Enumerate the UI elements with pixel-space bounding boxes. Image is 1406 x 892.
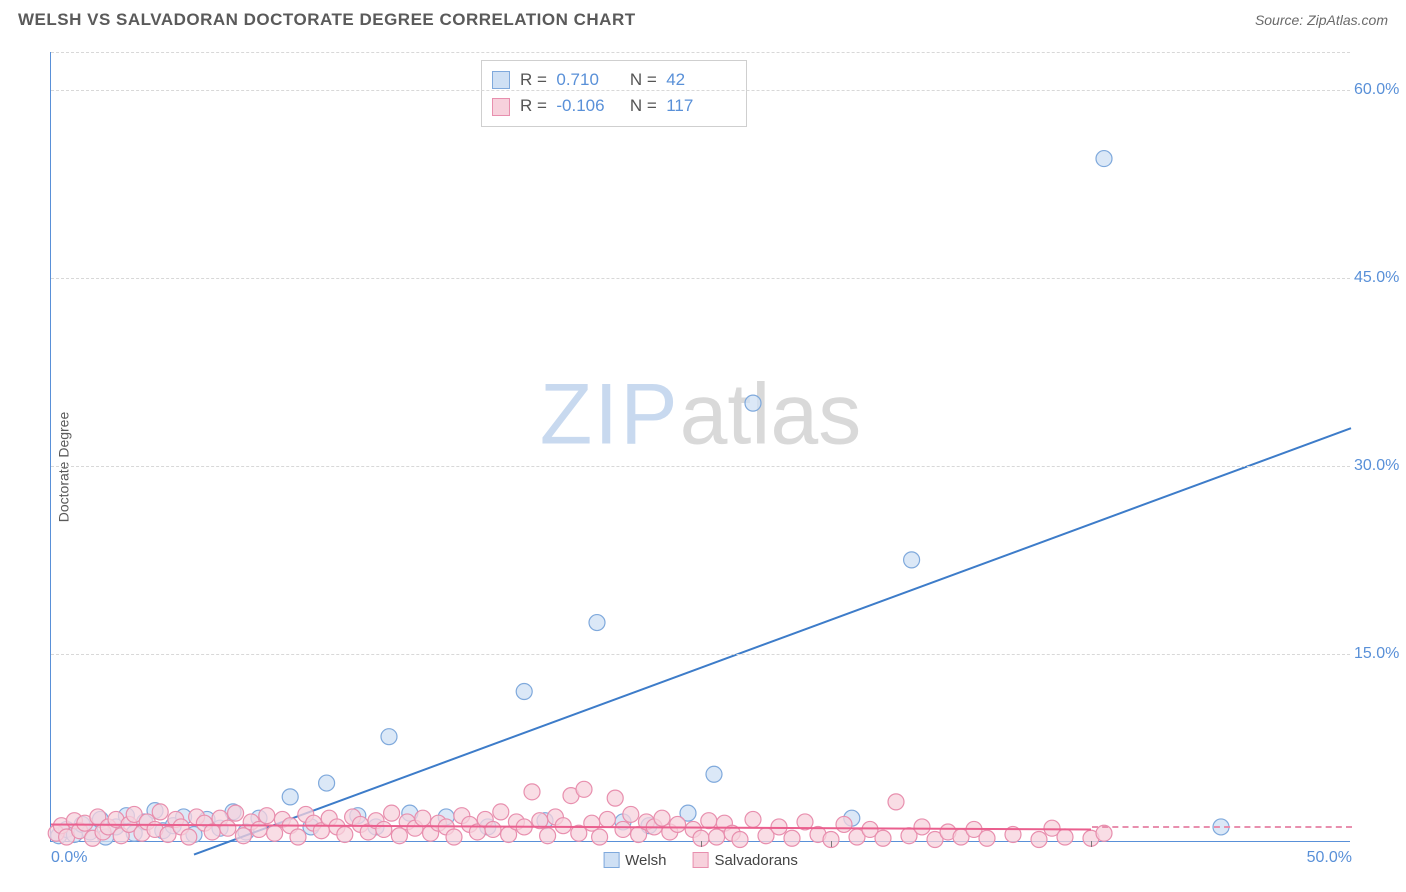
data-point-salvadorans — [875, 830, 891, 846]
x-tick-mark — [701, 841, 702, 847]
data-point-salvadorans — [1057, 829, 1073, 845]
chart-source: Source: ZipAtlas.com — [1255, 12, 1388, 28]
data-point-salvadorans — [220, 820, 236, 836]
gridline — [51, 466, 1350, 467]
x-tick-max: 50.0% — [1307, 849, 1352, 867]
data-point-welsh — [1096, 151, 1112, 167]
correlation-legend: R = 0.710 N = 42R = -0.106 N = 117 — [481, 60, 747, 127]
gridline — [51, 278, 1350, 279]
data-point-welsh — [282, 789, 298, 805]
data-point-salvadorans — [540, 828, 556, 844]
data-point-welsh — [745, 395, 761, 411]
data-point-salvadorans — [485, 821, 501, 837]
y-tick-label: 30.0% — [1354, 457, 1406, 475]
data-point-salvadorans — [228, 805, 244, 821]
legend-item: Salvadorans — [693, 852, 798, 869]
data-point-salvadorans — [524, 784, 540, 800]
gridline — [51, 90, 1350, 91]
data-point-salvadorans — [701, 813, 717, 829]
legend-swatch — [693, 852, 709, 868]
correlation-row: R = -0.106 N = 117 — [492, 93, 730, 119]
data-point-salvadorans — [576, 781, 592, 797]
chart-area: Doctorate Degree ZIPatlas R = 0.710 N = … — [0, 42, 1406, 892]
x-tick-mark — [831, 841, 832, 847]
data-point-welsh — [589, 615, 605, 631]
trend-dash-salvadorans — [1092, 826, 1352, 828]
series-legend: Welsh Salvadorans — [603, 852, 798, 869]
n-value: 117 — [666, 93, 730, 119]
data-point-salvadorans — [446, 829, 462, 845]
y-tick-label: 45.0% — [1354, 269, 1406, 287]
legend-item: Welsh — [603, 852, 666, 869]
legend-label: Salvadorans — [715, 852, 798, 869]
data-point-salvadorans — [979, 830, 995, 846]
data-point-welsh — [706, 766, 722, 782]
plot-region: ZIPatlas R = 0.710 N = 42R = -0.106 N = … — [50, 52, 1350, 842]
data-point-salvadorans — [290, 829, 306, 845]
n-label: N = — [620, 93, 666, 119]
data-point-salvadorans — [732, 831, 748, 847]
legend-label: Welsh — [625, 852, 666, 869]
data-point-salvadorans — [376, 821, 392, 837]
data-point-welsh — [381, 729, 397, 745]
data-point-salvadorans — [259, 808, 275, 824]
x-tick-mark — [1091, 841, 1092, 847]
data-point-salvadorans — [555, 818, 571, 834]
data-point-salvadorans — [615, 821, 631, 837]
legend-swatch — [492, 98, 510, 116]
trend-line-welsh — [194, 428, 1351, 854]
y-tick-label: 15.0% — [1354, 645, 1406, 663]
legend-swatch — [603, 852, 619, 868]
gridline — [51, 654, 1350, 655]
data-point-salvadorans — [784, 830, 800, 846]
r-value: -0.106 — [556, 93, 620, 119]
data-point-salvadorans — [592, 829, 608, 845]
data-point-welsh — [319, 775, 335, 791]
data-point-welsh — [904, 552, 920, 568]
data-point-welsh — [516, 684, 532, 700]
plot-svg — [51, 52, 1350, 841]
r-label: R = — [520, 93, 556, 119]
x-tick-min: 0.0% — [51, 849, 87, 867]
data-point-salvadorans — [599, 811, 615, 827]
data-point-salvadorans — [670, 816, 686, 832]
data-point-salvadorans — [914, 819, 930, 835]
data-point-salvadorans — [836, 816, 852, 832]
data-point-salvadorans — [152, 804, 168, 820]
data-point-salvadorans — [415, 810, 431, 826]
data-point-salvadorans — [181, 829, 197, 845]
data-point-salvadorans — [384, 805, 400, 821]
chart-header: WELSH VS SALVADORAN DOCTORATE DEGREE COR… — [0, 0, 1406, 36]
data-point-salvadorans — [623, 806, 639, 822]
data-point-salvadorans — [745, 811, 761, 827]
legend-swatch — [492, 71, 510, 89]
data-point-salvadorans — [888, 794, 904, 810]
gridline-top — [51, 52, 1350, 53]
y-tick-label: 60.0% — [1354, 81, 1406, 99]
data-point-salvadorans — [337, 826, 353, 842]
data-point-salvadorans — [1031, 831, 1047, 847]
chart-title: WELSH VS SALVADORAN DOCTORATE DEGREE COR… — [18, 10, 636, 30]
data-point-salvadorans — [493, 804, 509, 820]
data-point-salvadorans — [607, 790, 623, 806]
